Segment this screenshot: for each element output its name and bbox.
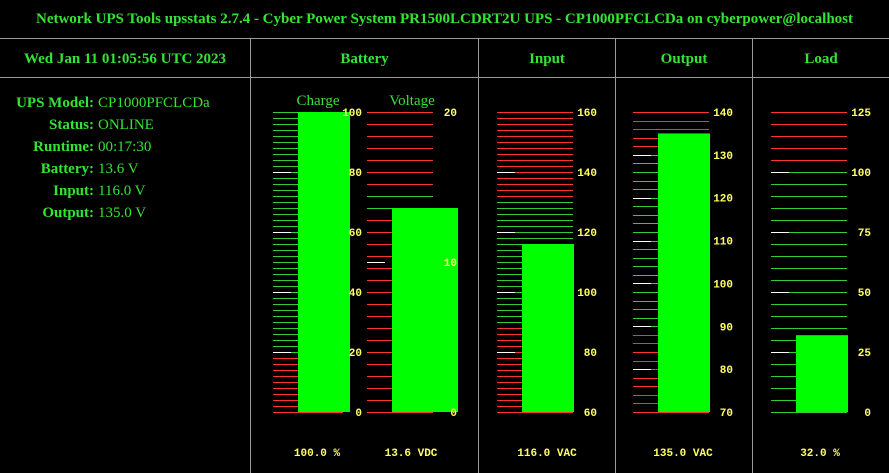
header-load: Load bbox=[804, 51, 838, 67]
page-title: Network UPS Tools upsstats 2.7.4 - Cyber… bbox=[35, 11, 854, 27]
info-label: Battery: bbox=[40, 161, 94, 177]
charge-tick-label: 60 bbox=[349, 228, 362, 240]
output-tick-label: 130 bbox=[713, 151, 733, 163]
output-tick-label: 70 bbox=[720, 408, 733, 420]
charge-tick-label: 100 bbox=[342, 108, 362, 120]
header-battery: Battery bbox=[340, 51, 389, 67]
column-divider bbox=[478, 38, 479, 473]
column-divider bbox=[615, 38, 616, 473]
voltage-bar bbox=[392, 208, 458, 412]
input-tick-label: 160 bbox=[577, 108, 597, 120]
readout-charge: 100.0 % bbox=[293, 448, 341, 460]
load-tick-label: 50 bbox=[858, 288, 871, 300]
output-tick-label: 90 bbox=[720, 322, 733, 334]
load-tick-label: 25 bbox=[858, 348, 872, 360]
charge-label: Charge bbox=[296, 93, 340, 109]
output-tick-label: 110 bbox=[713, 237, 733, 249]
input-tick-label: 80 bbox=[584, 348, 597, 360]
output-tick-label: 120 bbox=[713, 194, 733, 206]
info-row-model: UPS Model: CP1000PFCLCDa bbox=[0, 92, 250, 114]
voltage-tick-label: 0 bbox=[450, 408, 457, 420]
voltage-tick-label: 10 bbox=[444, 258, 457, 270]
info-label: Output: bbox=[42, 205, 94, 221]
readout-load: 32.0 % bbox=[800, 448, 840, 460]
column-divider bbox=[250, 38, 251, 473]
info-row-status: Status: ONLINE bbox=[0, 114, 250, 136]
readout-input: 116.0 VAC bbox=[517, 448, 577, 460]
output-tick-label: 80 bbox=[720, 365, 733, 377]
charge-tick-label: 20 bbox=[349, 348, 362, 360]
info-row-battery: Battery: 13.6 V bbox=[0, 158, 250, 180]
header-output: Output bbox=[660, 51, 708, 67]
output-tick-label: 100 bbox=[713, 279, 733, 291]
charge-tick-label: 80 bbox=[349, 168, 362, 180]
charge-bar bbox=[298, 112, 350, 412]
charge-tick-label: 40 bbox=[349, 288, 362, 300]
info-value: CP1000PFCLCDa bbox=[98, 95, 210, 111]
info-label: UPS Model: bbox=[16, 95, 94, 111]
info-row-input: Input: 116.0 V bbox=[0, 180, 250, 202]
info-row-runtime: Runtime: 00:17:30 bbox=[0, 136, 250, 158]
info-value: 116.0 V bbox=[98, 183, 146, 199]
output-bar bbox=[658, 133, 710, 412]
voltage-tick-label: 20 bbox=[444, 108, 457, 120]
title-divider bbox=[0, 38, 889, 39]
charge-tick-label: 0 bbox=[355, 408, 362, 420]
header-input: Input bbox=[529, 51, 565, 67]
load-tick-label: 0 bbox=[864, 408, 871, 420]
info-value: 00:17:30 bbox=[98, 139, 152, 155]
output-tick-label: 140 bbox=[713, 108, 733, 120]
info-label: Status: bbox=[48, 117, 94, 133]
header-divider bbox=[0, 77, 889, 78]
voltage-label: Voltage bbox=[389, 93, 435, 109]
input-tick-label: 60 bbox=[584, 408, 597, 420]
readout-output: 135.0 VAC bbox=[653, 448, 713, 460]
info-value: ONLINE bbox=[98, 117, 154, 133]
input-tick-label: 140 bbox=[577, 168, 597, 180]
load-bar bbox=[796, 335, 848, 412]
info-row-output: Output: 135.0 V bbox=[0, 202, 250, 224]
input-tick-label: 120 bbox=[577, 228, 597, 240]
info-value: 13.6 V bbox=[98, 161, 139, 177]
info-label: Input: bbox=[53, 183, 94, 199]
input-bar bbox=[522, 244, 574, 412]
readout-voltage: 13.6 VDC bbox=[384, 448, 438, 460]
load-tick-label: 100 bbox=[851, 168, 871, 180]
column-divider bbox=[752, 38, 753, 473]
ups-info-panel: UPS Model: CP1000PFCLCDa Status: ONLINE … bbox=[0, 92, 250, 224]
datetime: Wed Jan 11 01:05:56 UTC 2023 bbox=[23, 51, 227, 67]
load-tick-label: 75 bbox=[858, 228, 872, 240]
input-tick-label: 100 bbox=[577, 288, 597, 300]
info-value: 135.0 V bbox=[98, 205, 147, 221]
info-label: Runtime: bbox=[33, 139, 94, 155]
load-tick-label: 125 bbox=[851, 108, 871, 120]
